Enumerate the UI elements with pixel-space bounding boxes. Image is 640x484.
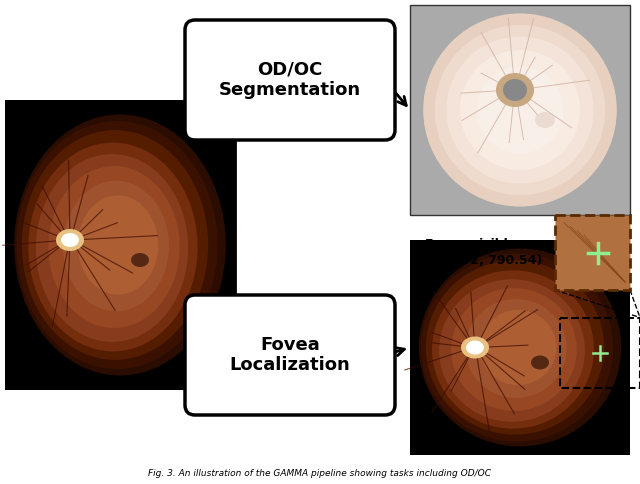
Ellipse shape — [61, 233, 79, 247]
Ellipse shape — [36, 154, 188, 342]
Text: Fig. 3. An illustration of the GAMMA pipeline showing tasks including OD/OC: Fig. 3. An illustration of the GAMMA pip… — [148, 469, 492, 478]
Bar — [555, 215, 630, 290]
FancyBboxPatch shape — [185, 20, 395, 140]
Ellipse shape — [439, 279, 585, 422]
Ellipse shape — [466, 341, 484, 354]
Ellipse shape — [535, 112, 555, 128]
Bar — [410, 5, 630, 215]
Ellipse shape — [423, 14, 617, 207]
Text: Fovea visible:
(873.32, 790.54): Fovea visible: (873.32, 790.54) — [425, 239, 542, 267]
Ellipse shape — [22, 130, 208, 360]
Ellipse shape — [419, 249, 621, 446]
Ellipse shape — [435, 25, 605, 195]
Ellipse shape — [14, 115, 226, 376]
Ellipse shape — [460, 50, 580, 170]
Bar — [410, 240, 630, 455]
Ellipse shape — [426, 260, 604, 435]
Bar — [560, 318, 640, 388]
Ellipse shape — [28, 143, 198, 351]
Ellipse shape — [78, 196, 158, 295]
Ellipse shape — [447, 37, 593, 183]
Ellipse shape — [63, 181, 169, 311]
Ellipse shape — [432, 271, 594, 429]
Ellipse shape — [476, 66, 564, 153]
Ellipse shape — [131, 253, 149, 267]
Ellipse shape — [479, 310, 556, 385]
Ellipse shape — [461, 336, 489, 359]
Ellipse shape — [465, 299, 566, 398]
Ellipse shape — [17, 121, 218, 369]
Ellipse shape — [49, 166, 180, 328]
Text: Fovea
Localization: Fovea Localization — [230, 335, 350, 375]
Text: OD/OC
Segmentation: OD/OC Segmentation — [219, 60, 361, 99]
Ellipse shape — [421, 254, 613, 441]
Ellipse shape — [56, 229, 84, 251]
Ellipse shape — [496, 73, 534, 107]
Ellipse shape — [531, 356, 549, 369]
Ellipse shape — [503, 79, 527, 101]
FancyBboxPatch shape — [185, 295, 395, 415]
Ellipse shape — [451, 288, 577, 411]
Bar — [5, 100, 235, 390]
